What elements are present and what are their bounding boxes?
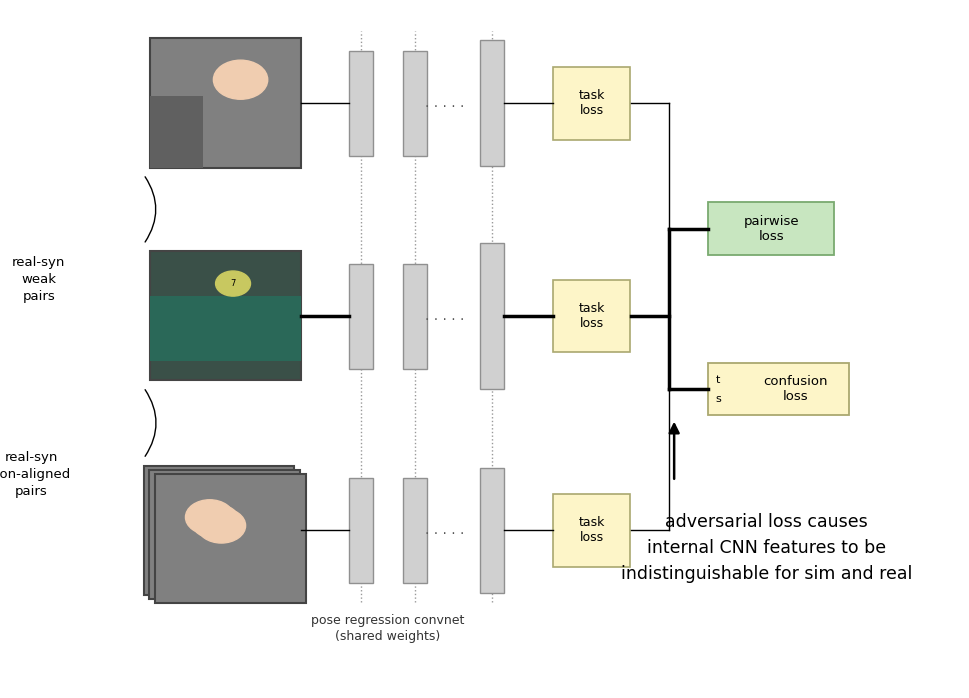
Circle shape [215,271,250,296]
Bar [150,251,300,380]
Bar [402,51,426,156]
Bar [349,478,373,583]
Bar [480,40,504,166]
Bar [150,38,300,168]
Text: t: t [715,375,720,385]
Bar [349,264,373,369]
Bar [480,243,504,389]
Text: task
loss: task loss [578,517,605,544]
Bar [349,51,373,156]
Text: real-syn
weak
pairs: real-syn weak pairs [12,255,66,303]
Bar [552,280,630,352]
Bar [480,468,504,593]
Bar [707,202,833,255]
Text: . . . . .: . . . . . [424,524,463,537]
Text: s: s [715,394,721,403]
Text: . . . . .: . . . . . [424,96,463,110]
Bar [149,470,299,599]
Text: pose regression convnet
(shared weights): pose regression convnet (shared weights) [311,614,464,643]
Bar [143,466,294,595]
Bar [552,494,630,567]
Text: . . . . .: . . . . . [424,309,463,323]
Text: pairwise
loss: pairwise loss [742,214,798,243]
Text: confusion
loss: confusion loss [763,375,827,403]
Bar [150,297,300,361]
Text: real-syn
non-aligned
pairs: real-syn non-aligned pairs [0,451,71,498]
Circle shape [197,508,245,543]
Text: task
loss: task loss [578,302,605,330]
Text: task
loss: task loss [578,89,605,117]
Circle shape [213,60,267,99]
Circle shape [185,500,234,535]
Text: adversarial loss causes
internal CNN features to be
indistinguishable for sim an: adversarial loss causes internal CNN fea… [620,512,911,584]
Circle shape [191,504,239,539]
Bar [552,67,630,140]
Bar [707,363,848,415]
Bar [402,264,426,369]
Text: 7: 7 [230,279,235,288]
Bar [155,474,305,603]
Bar [402,478,426,583]
Bar [150,96,203,168]
